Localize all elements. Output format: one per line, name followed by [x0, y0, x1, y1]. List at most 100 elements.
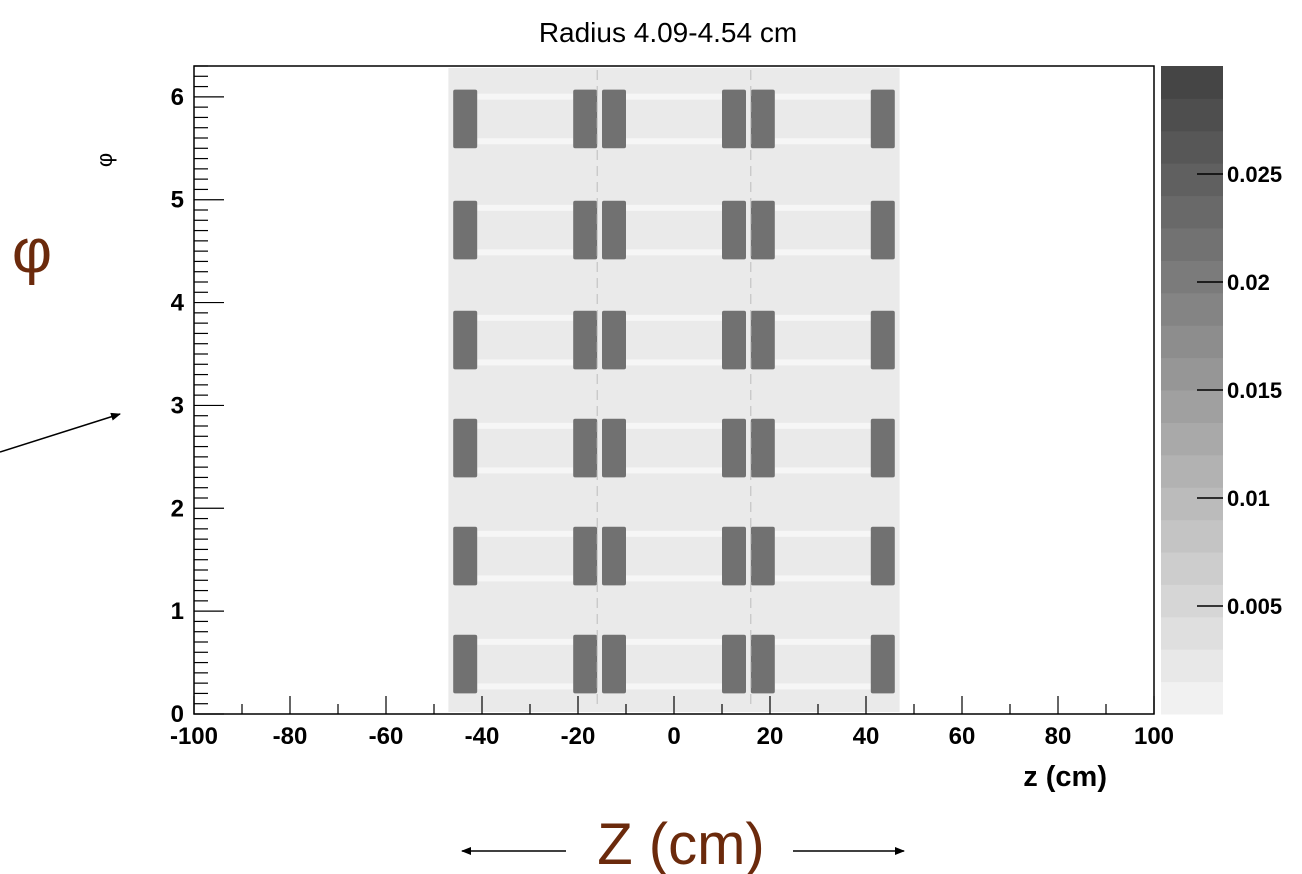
light-strip-5-2-0: [774, 138, 871, 145]
module-cell-0-4: [750, 634, 775, 694]
light-strip-5-0-1: [477, 93, 574, 100]
colorbar-step: [1161, 552, 1223, 585]
light-strip-2-2-0: [774, 467, 871, 474]
light-strip-4-0-0: [477, 249, 574, 256]
module-cell-2-5: [870, 418, 895, 478]
y-tick-label: 4: [171, 290, 185, 317]
module-cell-1-1: [573, 526, 598, 586]
module-cell-4-4: [750, 200, 775, 260]
module-cell-2-1: [573, 418, 598, 478]
light-strip-2-1-0: [626, 467, 722, 474]
light-strip-1-2-0: [774, 575, 871, 582]
y-tick-label: 5: [171, 187, 184, 214]
light-strip-3-0-1: [477, 314, 574, 321]
light-strip-0-0-0: [477, 683, 574, 690]
light-strip-1-2-1: [774, 530, 871, 537]
colorbar-step: [1161, 66, 1223, 99]
y-tick-label: 1: [171, 598, 184, 625]
light-strip-1-1-0: [626, 575, 722, 582]
y-axis-label: φ: [92, 153, 117, 167]
module-cell-0-3: [722, 634, 746, 694]
light-strip-5-1-0: [626, 138, 722, 145]
light-strip-2-0-1: [477, 422, 574, 429]
module-cell-0-1: [573, 634, 598, 694]
z-axis-annotation: Z (cm): [597, 812, 765, 874]
module-cell-5-4: [750, 89, 775, 149]
x-tick-label: 60: [949, 723, 976, 750]
colorbar-tick-label: 0.025: [1227, 162, 1282, 187]
light-strip-0-2-0: [774, 683, 871, 690]
light-strip-4-2-1: [774, 204, 871, 211]
light-strip-4-2-0: [774, 249, 871, 256]
module-cell-0-5: [870, 634, 895, 694]
light-strip-5-2-1: [774, 93, 871, 100]
y-tick-label: 3: [171, 392, 184, 419]
light-strip-0-1-0: [626, 683, 722, 690]
colorbar-step: [1161, 98, 1223, 132]
light-strip-3-2-0: [774, 359, 871, 366]
module-cell-0-2: [602, 634, 626, 694]
x-tick-label: -60: [369, 723, 404, 750]
light-strip-5-0-0: [477, 138, 574, 145]
pointer-arrow: [0, 412, 121, 453]
light-strip-3-0-0: [477, 359, 574, 366]
colorbar-tick-label: 0.015: [1227, 378, 1282, 403]
colorbar-step: [1161, 584, 1223, 618]
colorbar-tick-label: 0.01: [1227, 486, 1270, 511]
module-cell-4-5: [870, 200, 895, 260]
module-cell-5-0: [453, 89, 478, 149]
light-strip-1-0-1: [477, 530, 574, 537]
light-strip-2-1-1: [626, 422, 722, 429]
module-cell-5-2: [602, 89, 626, 149]
light-strip-1-1-1: [626, 530, 722, 537]
light-strip-5-1-1: [626, 93, 722, 100]
x-tick-label: 80: [1045, 723, 1072, 750]
module-cell-5-1: [573, 89, 598, 149]
light-strip-4-1-1: [626, 204, 722, 211]
x-tick-label: 100: [1134, 723, 1174, 750]
module-cell-2-4: [750, 418, 775, 478]
colorbar-tick-label: 0.02: [1227, 270, 1270, 295]
light-strip-4-0-1: [477, 204, 574, 211]
module-cell-3-2: [602, 310, 626, 370]
module-cell-3-1: [573, 310, 598, 370]
y-tick-label: 0: [171, 701, 184, 728]
light-strip-0-1-1: [626, 638, 722, 645]
module-cell-2-2: [602, 418, 626, 478]
x-tick-label: -40: [465, 723, 500, 750]
module-cell-3-0: [453, 310, 478, 370]
light-strip-3-1-0: [626, 359, 722, 366]
module-cell-4-2: [602, 200, 626, 260]
light-strip-2-0-0: [477, 467, 574, 474]
heatmap-cells: [448, 68, 900, 712]
light-strip-3-2-1: [774, 314, 871, 321]
colorbar-step: [1161, 422, 1223, 456]
module-cell-1-3: [722, 526, 746, 586]
module-cell-3-5: [870, 310, 895, 370]
module-cell-1-4: [750, 526, 775, 586]
light-strip-0-0-1: [477, 638, 574, 645]
module-cell-5-3: [722, 89, 746, 149]
x-axis-label: z (cm): [1023, 761, 1107, 793]
module-cell-1-2: [602, 526, 626, 586]
light-strip-2-2-1: [774, 422, 871, 429]
module-cell-5-5: [870, 89, 895, 149]
colorbar-tick-label: 0.005: [1227, 594, 1282, 619]
module-cell-3-4: [750, 310, 775, 370]
colorbar-step: [1161, 357, 1223, 391]
module-cell-1-5: [870, 526, 895, 586]
colorbar-step: [1161, 195, 1223, 229]
module-cell-4-3: [722, 200, 746, 260]
colorbar-step: [1161, 390, 1223, 423]
colorbar-step: [1161, 228, 1223, 261]
x-tick-label: 20: [757, 723, 784, 750]
module-cell-2-0: [453, 418, 478, 478]
colorbar-step: [1161, 681, 1223, 715]
x-tick-label: 40: [853, 723, 880, 750]
light-strip-4-1-0: [626, 249, 722, 256]
colorbar-step: [1161, 616, 1223, 650]
x-tick-label: -20: [561, 723, 596, 750]
y-tick-label: 6: [171, 84, 184, 111]
colorbar: 0.005 0.01 0.015 0.02 0.025: [1161, 66, 1282, 715]
